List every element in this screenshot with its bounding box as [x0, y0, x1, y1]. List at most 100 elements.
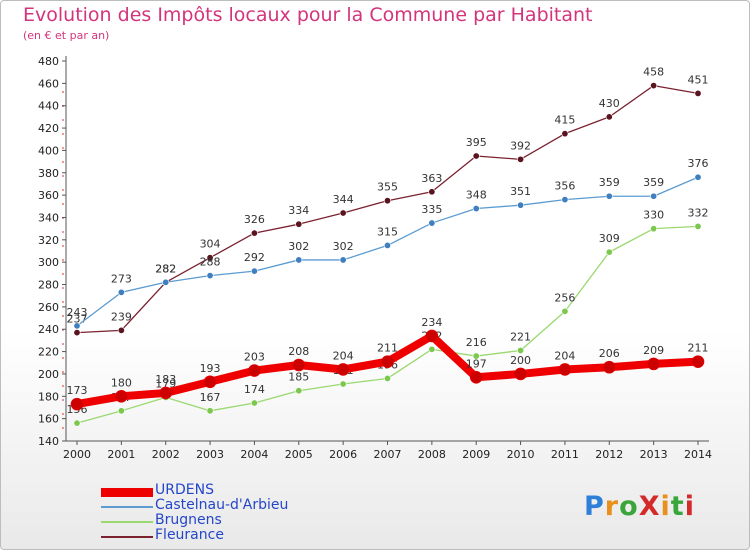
data-point-brugnens: [561, 307, 569, 315]
data-label-fleurance: 239: [111, 310, 132, 323]
data-label-urdens: 209: [643, 344, 664, 357]
data-point-urdens: [425, 329, 439, 343]
logo-letter: P: [584, 491, 605, 522]
data-label-brugnens: 221: [510, 330, 531, 343]
logo-letter: i: [684, 491, 695, 522]
data-point-castelnau-d-arbieu: [650, 192, 658, 200]
data-label-castelnau-d-arbieu: 359: [643, 176, 664, 189]
x-tick-label: 2013: [640, 448, 668, 461]
y-tick-label: 200: [38, 368, 59, 381]
data-point-urdens: [514, 367, 527, 381]
x-tick-label: 2004: [240, 448, 268, 461]
data-point-brugnens: [694, 222, 702, 230]
legend-swatch-fleurance: [101, 536, 153, 538]
data-label-brugnens: 330: [643, 209, 664, 222]
data-label-urdens: 180: [111, 376, 132, 389]
data-label-urdens: 183: [155, 373, 176, 386]
legend-swatch-brugnens: [101, 521, 153, 523]
data-point-castelnau-d-arbieu: [250, 267, 258, 275]
data-point-castelnau-d-arbieu: [472, 205, 480, 213]
data-label-fleurance: 326: [244, 213, 265, 226]
data-point-urdens: [70, 397, 84, 411]
chart-subtitle: (en € et par an): [23, 29, 110, 42]
data-point-brugnens: [250, 399, 258, 407]
data-point-urdens: [159, 386, 173, 400]
proxiti-logo: ProXiti: [584, 491, 695, 522]
data-label-brugnens: 256: [554, 291, 575, 304]
data-point-fleurance: [472, 152, 480, 160]
x-tick-label: 2010: [507, 448, 535, 461]
data-point-brugnens: [605, 248, 613, 256]
data-label-fleurance: 355: [377, 181, 398, 194]
data-label-brugnens: 309: [599, 232, 620, 245]
x-tick-label: 2008: [418, 448, 446, 461]
data-point-castelnau-d-arbieu: [694, 173, 702, 181]
data-label-urdens: 173: [67, 384, 88, 397]
data-label-urdens: 211: [688, 342, 709, 355]
y-tick-label: 160: [38, 413, 59, 426]
data-point-castelnau-d-arbieu: [383, 241, 391, 249]
legend-swatch-urdens: [101, 487, 153, 497]
logo-letter: o: [619, 491, 639, 522]
x-tick-label: 2011: [551, 448, 579, 461]
data-point-fleurance: [517, 155, 525, 163]
data-point-fleurance: [383, 197, 391, 205]
data-point-brugnens: [472, 352, 480, 360]
data-label-urdens: 206: [599, 347, 620, 360]
logo-letter: i: [660, 491, 671, 522]
data-label-brugnens: 185: [288, 371, 309, 384]
data-point-brugnens: [517, 346, 525, 354]
data-point-brugnens: [428, 345, 436, 353]
data-point-urdens: [248, 364, 261, 377]
data-label-castelnau-d-arbieu: 351: [510, 185, 531, 198]
data-point-urdens: [602, 360, 616, 374]
data-label-fleurance: 415: [554, 114, 575, 127]
x-tick-label: 2003: [196, 448, 224, 461]
data-label-urdens: 211: [377, 342, 398, 355]
data-label-castelnau-d-arbieu: 302: [288, 240, 309, 253]
data-label-fleurance: 451: [688, 73, 709, 86]
y-tick-label: 180: [38, 390, 59, 403]
y-tick-label: 480: [38, 55, 59, 68]
data-point-castelnau-d-arbieu: [605, 192, 613, 200]
legend-swatch-castelnau-d-arbieu: [101, 506, 153, 508]
data-point-castelnau-d-arbieu: [561, 196, 569, 204]
y-tick-label: 420: [38, 122, 59, 135]
y-tick-label: 340: [38, 211, 59, 224]
data-label-fleurance: 363: [421, 172, 442, 185]
data-point-castelnau-d-arbieu: [206, 272, 214, 280]
data-point-fleurance: [694, 89, 702, 97]
data-label-castelnau-d-arbieu: 348: [466, 189, 487, 202]
y-tick-label: 320: [38, 234, 59, 247]
legend-label-brugnens: Brugnens: [155, 512, 222, 528]
data-point-brugnens: [73, 419, 81, 427]
data-point-castelnau-d-arbieu: [162, 278, 170, 286]
data-label-fleurance: 344: [333, 193, 354, 206]
logo-letter: t: [670, 491, 685, 522]
y-tick-label: 380: [38, 167, 59, 180]
y-tick-label: 300: [38, 256, 59, 269]
data-point-urdens: [203, 375, 217, 389]
y-tick-label: 240: [38, 323, 59, 336]
data-label-fleurance: 430: [599, 97, 620, 110]
data-point-urdens: [558, 363, 572, 376]
data-label-urdens: 204: [333, 349, 354, 362]
data-point-fleurance: [428, 188, 436, 196]
data-label-fleurance: 334: [288, 204, 309, 217]
data-label-urdens: 204: [554, 349, 575, 362]
y-tick-label: 140: [38, 435, 59, 448]
data-point-urdens: [647, 357, 660, 371]
data-point-fleurance: [650, 82, 658, 90]
data-label-brugnens: 179: [155, 377, 176, 390]
x-tick-label: 2012: [595, 448, 623, 461]
data-point-fleurance: [73, 329, 81, 337]
data-label-urdens: 203: [244, 351, 265, 364]
data-point-urdens: [381, 355, 394, 368]
y-tick-label: 280: [38, 279, 59, 292]
logo-letter: X: [638, 491, 661, 522]
x-tick-label: 2002: [152, 448, 180, 461]
data-label-brugnens: 174: [244, 383, 265, 396]
x-tick-label: 2014: [684, 448, 712, 461]
